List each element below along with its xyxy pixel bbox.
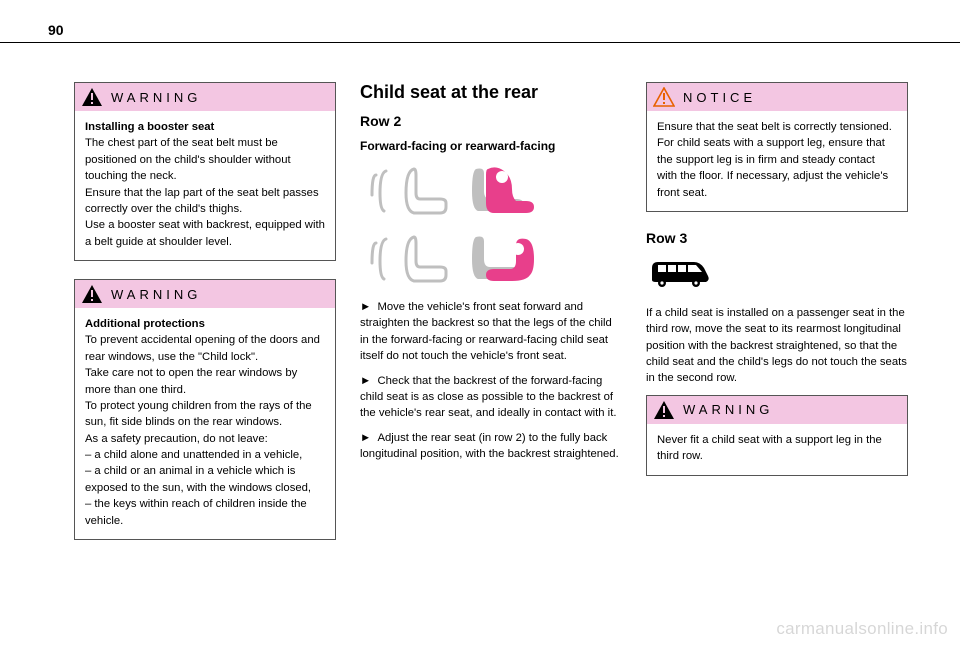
warning2-line0: To prevent accidental opening of the doo… (85, 332, 325, 365)
orientation-heading: Forward-facing or rearward-facing (360, 139, 622, 153)
child-seat-forward-icon (468, 163, 538, 225)
section-heading: Child seat at the rear (360, 82, 622, 103)
warning-header-3: WARNING (647, 396, 907, 424)
row3-heading: Row 3 (646, 230, 908, 246)
bullet-3: ► Adjust the rear seat (in row 2) to the… (360, 430, 622, 463)
warning-body-1: Installing a booster seat The chest part… (75, 111, 335, 260)
van-icon (648, 256, 908, 295)
bullet-2-text: Check that the backrest of the forward-f… (360, 375, 616, 420)
page-number: 90 (48, 22, 64, 38)
warning-title-1: WARNING (111, 90, 201, 105)
column-1: WARNING Installing a booster seat The ch… (74, 82, 336, 558)
warning2-line3: As a safety precaution, do not leave: (85, 431, 325, 447)
warning2-line5: – a child or an animal in a vehicle whic… (85, 463, 325, 496)
warning-header-1: WARNING (75, 83, 335, 111)
notice-body: Ensure that the seat belt is correctly t… (647, 111, 907, 211)
warning3-text: Never fit a child seat with a support le… (657, 432, 897, 465)
notice-icon (653, 87, 675, 107)
front-seat-icon (370, 163, 450, 225)
warning-title-3: WARNING (683, 402, 773, 417)
bullet-2: ► Check that the backrest of the forward… (360, 373, 622, 422)
warning-icon (653, 400, 675, 420)
bullet-1: ► Move the vehicle's front seat forward … (360, 299, 622, 365)
column-2: Child seat at the rear Row 2 Forward-fac… (360, 82, 622, 558)
warning2-line6: – the keys within reach of children insi… (85, 496, 325, 529)
warning-icon (81, 87, 103, 107)
warning1-line0: The chest part of the seat belt must be … (85, 135, 325, 184)
warning1-line1: Ensure that the lap part of the seat bel… (85, 185, 325, 218)
watermark: carmanualsonline.info (776, 619, 948, 639)
warning-box-1: WARNING Installing a booster seat The ch… (74, 82, 336, 261)
illustration-forward-facing (360, 163, 622, 225)
front-seat-icon (370, 231, 450, 293)
row2-heading: Row 2 (360, 113, 622, 129)
illustration-rearward-facing (360, 231, 622, 293)
warning2-line4: – a child alone and unattended in a vehi… (85, 447, 325, 463)
notice-title: NOTICE (683, 90, 756, 105)
warning-box-3: WARNING Never fit a child seat with a su… (646, 395, 908, 476)
bullet-3-text: Adjust the rear seat (in row 2) to the f… (360, 432, 619, 460)
warning-box-2: WARNING Additional protections To preven… (74, 279, 336, 540)
content-columns: WARNING Installing a booster seat The ch… (74, 82, 908, 558)
warning-title-2: WARNING (111, 287, 201, 302)
warning2-line1: Take care not to open the rear windows b… (85, 365, 325, 398)
warning-body-3: Never fit a child seat with a support le… (647, 424, 907, 475)
warning-header-2: WARNING (75, 280, 335, 308)
warning2-line2: To protect young children from the rays … (85, 398, 325, 431)
warning1-line2: Use a booster seat with backrest, equipp… (85, 217, 325, 250)
column-3: NOTICE Ensure that the seat belt is corr… (646, 82, 908, 558)
row3-text: If a child seat is installed on a passen… (646, 305, 908, 387)
notice-header: NOTICE (647, 83, 907, 111)
warning-icon (81, 284, 103, 304)
warning-body-2: Additional protections To prevent accide… (75, 308, 335, 539)
bullet-1-text: Move the vehicle's front seat forward an… (360, 301, 612, 362)
header-rule (0, 42, 960, 43)
warning1-bold: Installing a booster seat (85, 119, 325, 135)
warning2-bold: Additional protections (85, 316, 325, 332)
notice-box: NOTICE Ensure that the seat belt is corr… (646, 82, 908, 212)
notice-line0: Ensure that the seat belt is correctly t… (657, 119, 897, 135)
notice-line1: For child seats with a support leg, ensu… (657, 135, 897, 201)
child-seat-rearward-icon (468, 231, 538, 293)
